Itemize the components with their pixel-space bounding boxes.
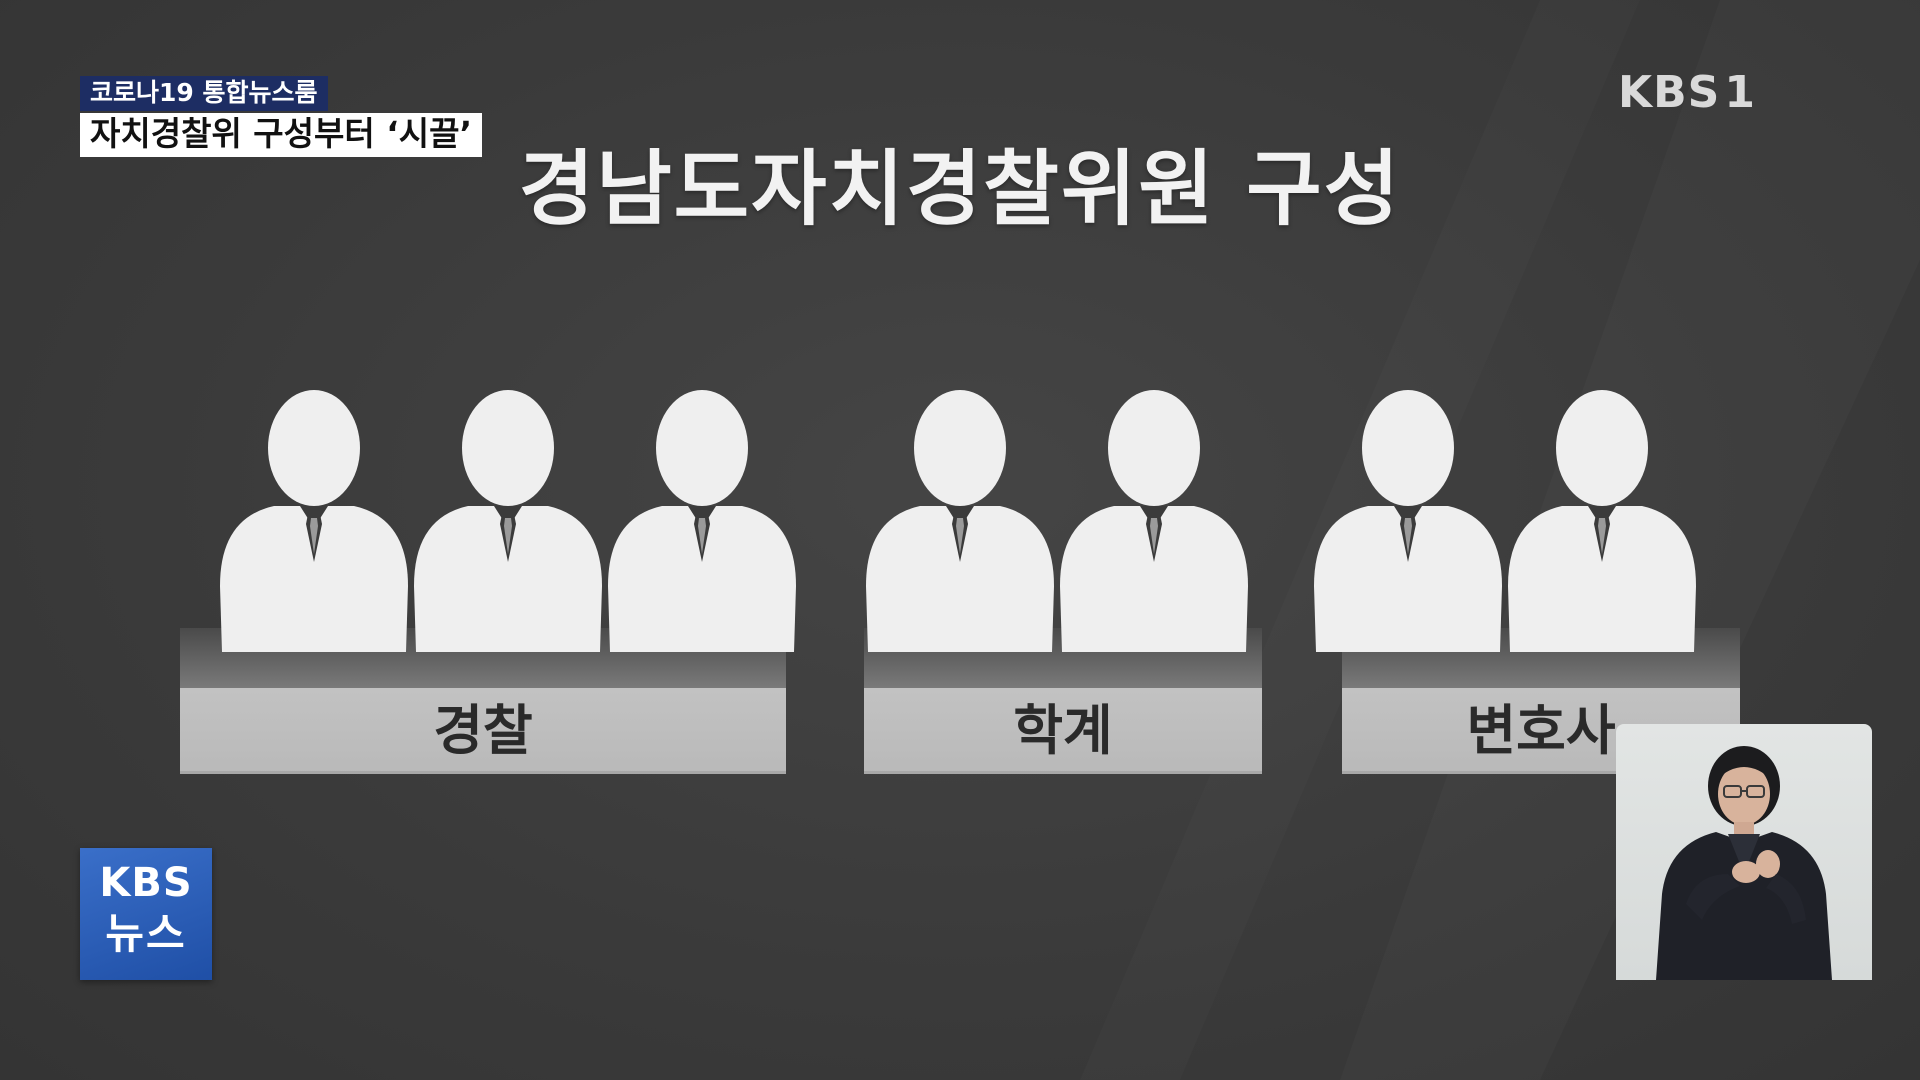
person-icon: [220, 390, 408, 652]
news-logo-line2: 뉴스: [105, 909, 187, 958]
channel-name: KBS: [1618, 67, 1721, 118]
news-logo-line1: KBS: [99, 860, 193, 906]
channel-logo: KBS1: [1618, 68, 1756, 118]
person-icon: [608, 390, 796, 652]
main-title: 경남도자치경찰위원 구성: [518, 142, 1402, 237]
interpreter-figure: [1656, 746, 1832, 980]
sign-language-interpreter: [1616, 724, 1872, 980]
person-icon: [414, 390, 602, 652]
headline: 자치경찰위 구성부터 ‘시끌’: [80, 113, 483, 157]
kbs-news-logo: KBS 뉴스: [80, 848, 212, 980]
news-caption: 코로나19 통합뉴스룸 자치경찰위 구성부터 ‘시끌’: [80, 76, 483, 157]
program-name: 코로나19 통합뉴스룸: [80, 76, 328, 111]
podium-label: 경찰: [180, 688, 786, 774]
person-icon: [1508, 390, 1696, 652]
person-icon: [1060, 390, 1248, 652]
person-icon: [1314, 390, 1502, 652]
person-icon: [866, 390, 1054, 652]
channel-number: 1: [1724, 67, 1756, 118]
podium-label: 학계: [864, 688, 1262, 774]
